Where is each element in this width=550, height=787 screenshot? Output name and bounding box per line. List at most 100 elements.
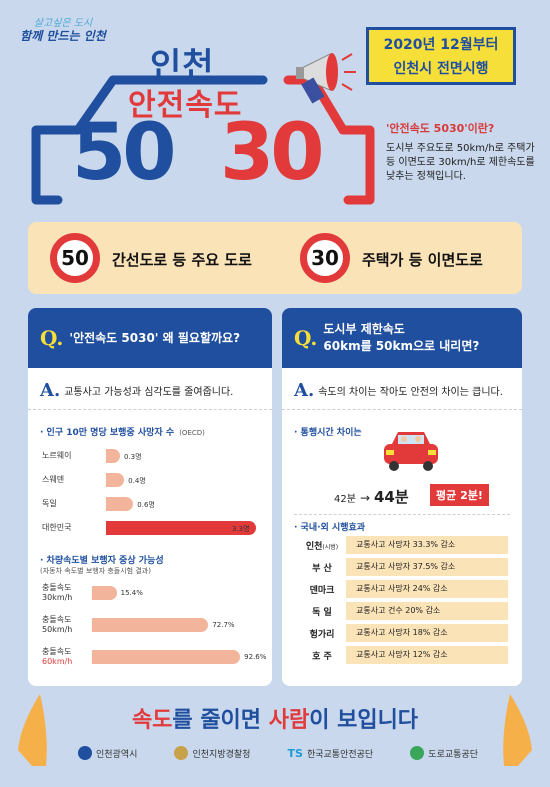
bar-value-label: 15.4% [120,589,143,597]
speed-label-50: 간선도로 등 주요 도로 [112,251,252,269]
bar [92,650,241,664]
right-question: 도시부 제한속도 60km를 50km으로 내리면? [323,321,479,355]
chart-injury-probability: 충돌속도 30km/h 15.4% 충돌속도 50km/h 72.7% 충돌속도 60km/h… [28,580,272,678]
bar [106,449,120,463]
chart2-title: · 차량속도별 보행자 중상 가능성 [40,556,164,566]
bar [92,618,209,632]
time-title: · 통행시간 차이는 [294,428,362,438]
city-slogan: 살고싶은 도시 함께 만드는 인천 [18,18,108,43]
what-is-body: 도시부 주요도로 50km/h로 주택가 등 이면도로 30km/h로 제한속도… [386,143,535,182]
title-city: 인천 [150,46,215,86]
car-icon [384,432,438,471]
effect-value: 교통사고 사망자 33.3% 감소 [346,536,508,554]
logo-kotsa: TS 한국교통안전공단 [288,746,374,760]
slogan-people: 사람 [268,708,310,733]
police-emblem-icon [174,746,189,760]
chart1-title: · 인구 10만 명당 보행중 사망자 수 [40,428,175,438]
q-mark: Q. [40,326,64,350]
effect-row: 독 일 교통사고 건수 20% 감소 [298,602,508,620]
bar [106,521,256,535]
bar-label: 충돌속도 30km/h [42,583,73,602]
effect-row: 헝가리 교통사고 사망자 18% 감소 [298,624,508,642]
q-mark: Q. [294,326,318,350]
footer-logos: 인천광역시 인천지방경찰청 TS 한국교통안전공단 도로교통공단 [78,746,478,760]
slogan-part-b: 를 줄이면 [172,708,269,733]
slogan-line2: 함께 만드는 인천 [20,28,106,43]
left-answer: 교통사고 가능성과 심각도를 줄여줍니다. [64,387,234,398]
logo-koroad-label: 도로교통공단 [428,749,478,760]
slogan-part-d: 이 보입니다 [309,708,419,733]
date-line2: 인천시 전면시행 [393,61,489,77]
effect-region: 헝가리 [309,629,335,640]
bar-label: 대한민국 [42,523,72,532]
bar-label: 독일 [42,499,57,508]
koroad-emblem-icon [410,746,425,760]
bar-value-label: 0.3명 [124,453,142,461]
slogan-line1: 살고싶은 도시 [33,18,93,29]
incheon-city-emblem-icon [78,746,92,760]
bar [92,586,117,600]
megaphone-icon [296,53,356,104]
logo-police-label: 인천지방경찰청 [192,749,251,760]
effect-row: 부 산 교통사고 사망자 37.5% 감소 [298,558,508,576]
speed-sign-50: 50 [50,233,100,283]
effect-region: 인천(시범) [305,541,339,552]
bar [106,473,125,487]
time-to: 44분 [374,488,409,506]
average-badge: 평균 2분! [430,484,489,506]
big-number-30: 30 [220,108,325,198]
bar-label: 충돌속도 50km/h [42,615,73,634]
title-main: 안전속도 [128,88,243,123]
chart1-title-row: · 인구 10만 명당 보행중 사망자 수 (OECD) [28,410,272,439]
bar-label: 스웨덴 [42,475,65,484]
logo-koroad: 도로교통공단 [410,746,478,760]
effects-title: · 국내·외 시행효과 [294,523,366,533]
right-panel: Q. 도시부 제한속도 60km를 50km으로 내리면? A. 속도의 차이는… [282,308,522,686]
left-question: '안전속도 5030' 왜 필요할까요? [69,330,241,345]
right-question-line2: 60km를 50km으로 내리면? [323,339,480,353]
slogan-speed: 속도 [131,708,173,733]
bar [106,497,134,511]
left-answer-row: A. 교통사고 가능성과 심각도를 줄여줍니다. [28,368,272,410]
right-question-line1: 도시부 제한속도 [323,322,405,336]
chart1-unit: (OECD) [179,429,205,437]
divider [294,514,510,515]
chart2-subtitle: (자동차 속도별 보행자 충돌시험 결과) [40,567,151,575]
logo-kotsa-label: 한국교통안전공단 [306,749,374,760]
speed-sign-30: 30 [300,233,350,283]
enforcement-date-box: 2020년 12월부터 인천시 전면시행 [366,27,516,85]
effect-row: 덴마크 교통사고 사망자 24% 감소 [298,580,508,598]
footer-slogan: 속도를 줄이면 사람이 보입니다 [0,702,550,734]
bar-value-label: 0.6명 [137,501,155,509]
travel-time-row: 42분 → 44분 [334,486,409,507]
left-panel: Q. '안전속도 5030' 왜 필요할까요? A. 교통사고 가능성과 심각도… [28,308,272,686]
bar-value-label: 0.4명 [128,477,146,485]
speed-limit-band: 50 간선도로 등 주요 도로 30 주택가 등 이면도로 [28,222,522,294]
effect-row: 호 주 교통사고 사망자 12% 감소 [298,646,508,664]
right-hand-icon [503,694,532,766]
effect-value: 교통사고 건수 20% 감소 [346,602,508,620]
effect-row: 인천(시범) 교통사고 사망자 33.3% 감소 [298,536,508,554]
effect-region: 독 일 [312,607,332,618]
time-from: 42분 [334,494,356,505]
bar-label: 노르웨이 [42,451,72,460]
a-mark: A. [294,380,315,401]
bar-value-label: 72.7% [212,621,235,629]
time-arrow-icon: → [359,491,370,505]
bar-label: 충돌속도 60km/h [42,647,73,666]
right-answer-row: A. 속도의 차이는 작아도 안전의 차이는 큽니다. [282,368,522,410]
a-mark: A. [40,380,61,401]
effect-value: 교통사고 사망자 24% 감소 [346,580,508,598]
left-hand-icon [18,694,47,766]
logo-incheon-city: 인천광역시 [78,746,137,760]
logo-police: 인천지방경찰청 [174,746,250,760]
bar-value-label: 3.3명 [232,525,250,533]
effect-region: 부 산 [312,563,332,574]
chart2-title-row: · 차량속도별 보행자 중상 가능성 (자동차 속도별 보행자 충돌시험 결과) [28,549,272,576]
speed-label-30: 주택가 등 이면도로 [362,251,483,269]
what-is-title: '안전속도 5030'이란? [386,122,495,135]
effect-region: 덴마크 [309,585,335,596]
time-title-row: · 통행시간 차이는 [282,410,522,439]
left-question-header: Q. '안전속도 5030' 왜 필요할까요? [28,308,272,368]
big-number-50: 50 [72,108,177,198]
